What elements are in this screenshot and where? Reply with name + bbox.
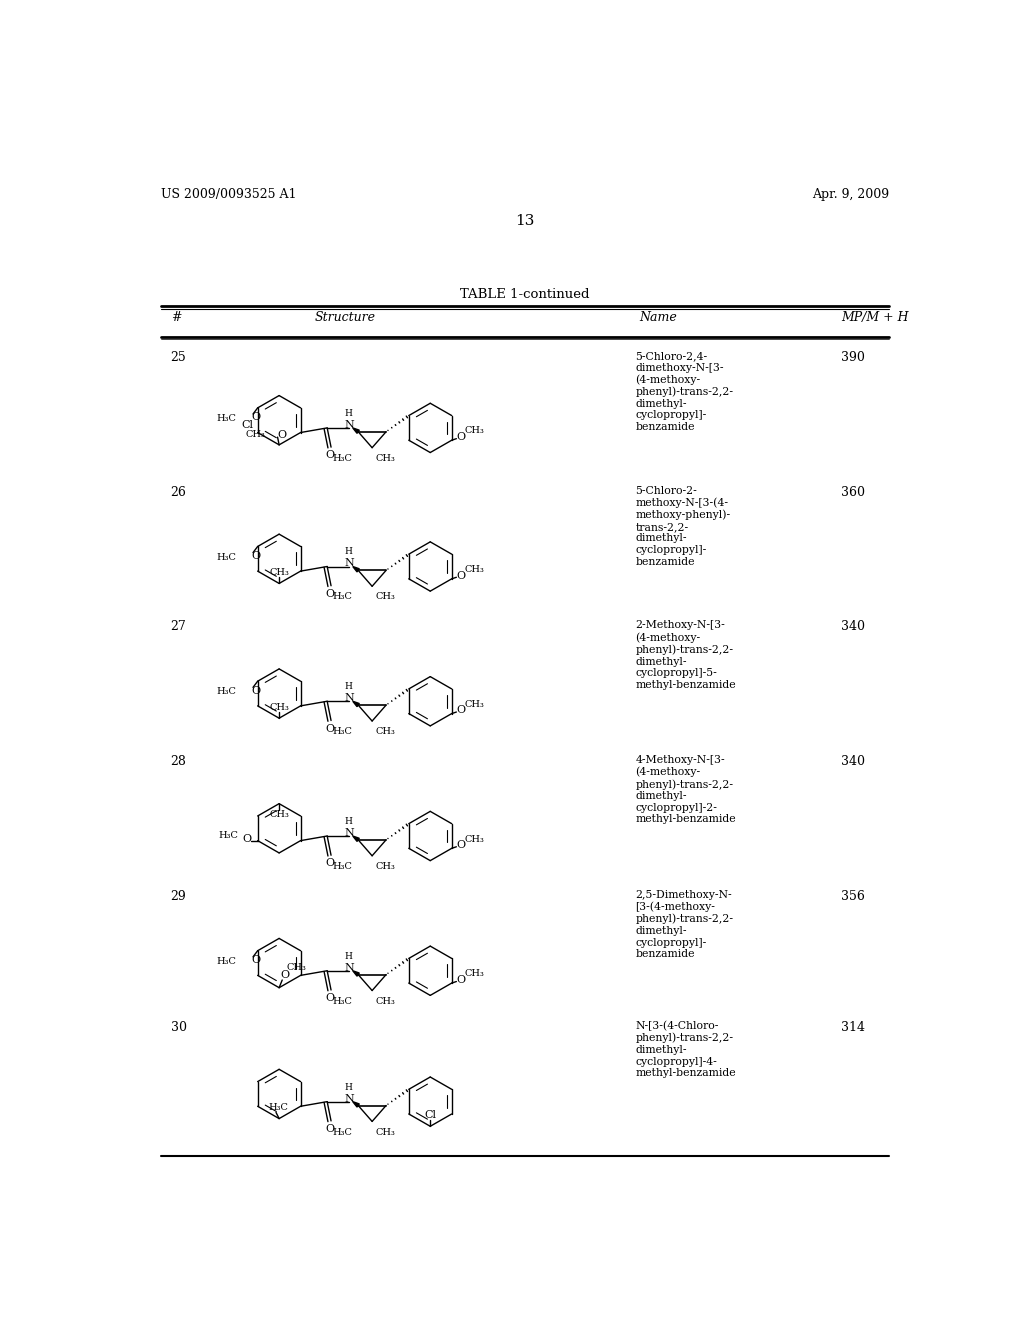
Polygon shape: [352, 1102, 359, 1107]
Text: 340: 340: [841, 620, 865, 634]
Text: US 2009/0093525 A1: US 2009/0093525 A1: [161, 187, 296, 201]
Text: CH₃: CH₃: [269, 569, 289, 577]
Text: CH₃: CH₃: [464, 426, 484, 436]
Text: O: O: [325, 993, 334, 1003]
Text: 390: 390: [841, 351, 865, 364]
Text: 27: 27: [171, 620, 186, 634]
Text: H₃C: H₃C: [216, 553, 236, 561]
Text: H₃C: H₃C: [333, 727, 352, 737]
Text: Structure: Structure: [314, 312, 376, 325]
Text: MP/M + H: MP/M + H: [841, 312, 908, 325]
Text: O: O: [457, 705, 466, 715]
Text: 5-Chloro-2,4-
dimethoxy-N-[3-
(4-methoxy-
phenyl)-trans-2,2-
dimethyl-
cycloprop: 5-Chloro-2,4- dimethoxy-N-[3- (4-methoxy…: [636, 351, 733, 432]
Text: O: O: [325, 589, 334, 599]
Text: O: O: [252, 956, 260, 965]
Text: TABLE 1-continued: TABLE 1-continued: [460, 288, 590, 301]
Text: H: H: [345, 682, 353, 692]
Text: N: N: [344, 693, 353, 704]
Text: N: N: [344, 828, 353, 838]
Text: CH₃: CH₃: [376, 454, 396, 463]
Text: H₃C: H₃C: [218, 832, 239, 841]
Text: 29: 29: [171, 890, 186, 903]
Text: CH₃: CH₃: [376, 997, 396, 1006]
Text: CH₃: CH₃: [269, 810, 289, 818]
Text: N: N: [344, 962, 353, 973]
Text: O: O: [252, 686, 260, 696]
Text: #: #: [171, 312, 181, 325]
Text: 356: 356: [841, 890, 865, 903]
Text: 30: 30: [171, 1020, 186, 1034]
Text: CH₃: CH₃: [269, 704, 289, 711]
Text: O: O: [457, 975, 466, 985]
Polygon shape: [352, 970, 359, 977]
Text: O: O: [252, 552, 260, 561]
Text: CH₃: CH₃: [376, 727, 396, 737]
Text: 340: 340: [841, 755, 865, 768]
Text: Cl: Cl: [242, 420, 254, 430]
Text: O: O: [325, 450, 334, 461]
Text: O: O: [278, 430, 287, 441]
Text: H₃C: H₃C: [216, 957, 236, 966]
Text: 2,5-Dimethoxy-N-
[3-(4-methoxy-
phenyl)-trans-2,2-
dimethyl-
cyclopropyl]-
benza: 2,5-Dimethoxy-N- [3-(4-methoxy- phenyl)-…: [636, 890, 733, 960]
Text: 28: 28: [171, 755, 186, 768]
Text: O: O: [281, 970, 290, 979]
Text: CH₃: CH₃: [287, 964, 307, 973]
Text: 2-Methoxy-N-[3-
(4-methoxy-
phenyl)-trans-2,2-
dimethyl-
cyclopropyl]-5-
methyl-: 2-Methoxy-N-[3- (4-methoxy- phenyl)-tran…: [636, 620, 736, 690]
Text: H₃C: H₃C: [333, 593, 352, 602]
Polygon shape: [352, 566, 359, 572]
Text: H₃C: H₃C: [216, 414, 236, 422]
Text: CH₃: CH₃: [376, 862, 396, 871]
Text: 5-Chloro-2-
methoxy-N-[3-(4-
methoxy-phenyl)-
trans-2,2-
dimethyl-
cyclopropyl]-: 5-Chloro-2- methoxy-N-[3-(4- methoxy-phe…: [636, 486, 731, 566]
Text: CH₃: CH₃: [246, 430, 265, 438]
Text: H: H: [345, 548, 353, 557]
Polygon shape: [352, 428, 359, 433]
Text: O: O: [457, 432, 466, 442]
Text: 25: 25: [171, 351, 186, 364]
Text: O: O: [457, 570, 466, 581]
Text: O: O: [325, 1125, 334, 1134]
Text: CH₃: CH₃: [464, 969, 484, 978]
Text: 13: 13: [515, 214, 535, 228]
Text: O: O: [457, 841, 466, 850]
Text: N: N: [344, 420, 353, 430]
Text: H₃C: H₃C: [333, 1127, 352, 1137]
Text: 360: 360: [841, 486, 865, 499]
Text: O: O: [243, 834, 252, 843]
Polygon shape: [352, 701, 359, 706]
Polygon shape: [352, 836, 359, 841]
Text: Apr. 9, 2009: Apr. 9, 2009: [812, 187, 889, 201]
Text: N: N: [344, 1093, 353, 1104]
Text: H₃C: H₃C: [333, 862, 352, 871]
Text: N-[3-(4-Chloro-
phenyl)-trans-2,2-
dimethyl-
cyclopropyl]-4-
methyl-benzamide: N-[3-(4-Chloro- phenyl)-trans-2,2- dimet…: [636, 1020, 736, 1078]
Text: O: O: [325, 723, 334, 734]
Text: O: O: [325, 858, 334, 869]
Text: H₃C: H₃C: [333, 454, 352, 463]
Text: H₃C: H₃C: [333, 997, 352, 1006]
Text: 4-Methoxy-N-[3-
(4-methoxy-
phenyl)-trans-2,2-
dimethyl-
cyclopropyl]-2-
methyl-: 4-Methoxy-N-[3- (4-methoxy- phenyl)-tran…: [636, 755, 736, 825]
Text: CH₃: CH₃: [464, 700, 484, 709]
Text: H₃C: H₃C: [268, 1104, 288, 1113]
Text: H: H: [345, 1082, 353, 1092]
Text: H: H: [345, 817, 353, 826]
Text: H: H: [345, 409, 353, 418]
Text: CH₃: CH₃: [464, 834, 484, 843]
Text: H: H: [345, 952, 353, 961]
Text: N: N: [344, 558, 353, 569]
Text: 26: 26: [171, 486, 186, 499]
Text: CH₃: CH₃: [376, 593, 396, 602]
Text: H₃C: H₃C: [216, 688, 236, 697]
Text: CH₃: CH₃: [464, 565, 484, 574]
Text: Name: Name: [640, 312, 677, 325]
Text: 314: 314: [841, 1020, 865, 1034]
Text: CH₃: CH₃: [376, 1127, 396, 1137]
Text: Cl: Cl: [424, 1110, 436, 1121]
Text: O: O: [252, 412, 260, 422]
